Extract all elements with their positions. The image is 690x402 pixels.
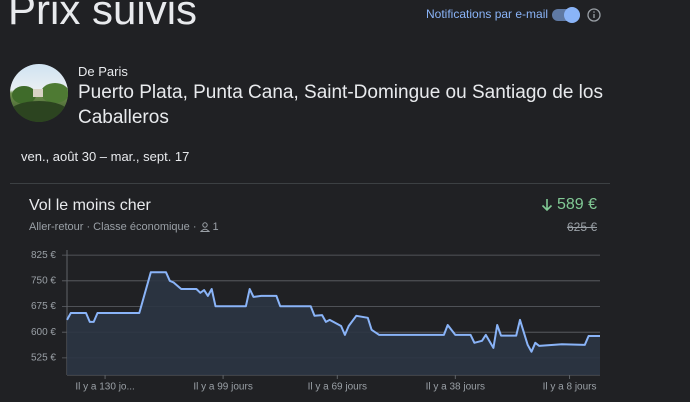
price: 589 € <box>541 196 597 214</box>
x-tick-label: Il y a 8 jours <box>543 382 597 393</box>
price-chart: 525 € 600 € 675 € 750 € 825 € Il y a 130 jo..… <box>31 250 600 393</box>
destinations: Puerto Plata, Punta Cana, Saint-Domingue… <box>78 82 603 128</box>
y-tick-label: 750 € <box>31 275 56 286</box>
card-title: Vol le moins cher <box>29 197 151 214</box>
current-price: 589 € <box>556 196 597 213</box>
y-tick-label: 825 € <box>31 250 56 261</box>
x-tick-label: Il y a 130 jo... <box>75 382 134 393</box>
page-title: Prix suivis <box>8 0 198 33</box>
passengers: 1 <box>212 221 219 233</box>
origin: De Paris <box>78 64 128 79</box>
dates: ven., août 30 – mar., sept. 17 <box>21 149 190 164</box>
passenger-icon <box>199 222 210 232</box>
trip-details: Aller-retour · Classe économique · <box>29 221 197 233</box>
y-tick-label: 525 € <box>31 353 56 364</box>
toggle-area <box>552 7 601 23</box>
price-line <box>66 271 600 353</box>
toggle-knob[interactable] <box>564 7 580 23</box>
y-tick-label: 600 € <box>31 327 56 338</box>
x-tick-label: Il y a 69 jours <box>308 382 367 393</box>
x-tick-label: Il y a 99 jours <box>193 382 252 393</box>
old-price: 625 € <box>566 220 597 234</box>
card-details: Aller-retour · Classe économique · 1 <box>29 221 219 233</box>
divider <box>10 183 610 184</box>
info-icon[interactable] <box>587 8 601 22</box>
y-tick-label: 675 € <box>31 301 56 312</box>
notifications-label: Notifications par e-mail <box>426 7 549 21</box>
info-icon-dot <box>593 11 595 13</box>
price-area <box>67 272 600 375</box>
down-arrow <box>541 199 553 212</box>
destination-image <box>10 64 68 122</box>
x-tick-label: Il y a 38 jours <box>426 382 485 393</box>
